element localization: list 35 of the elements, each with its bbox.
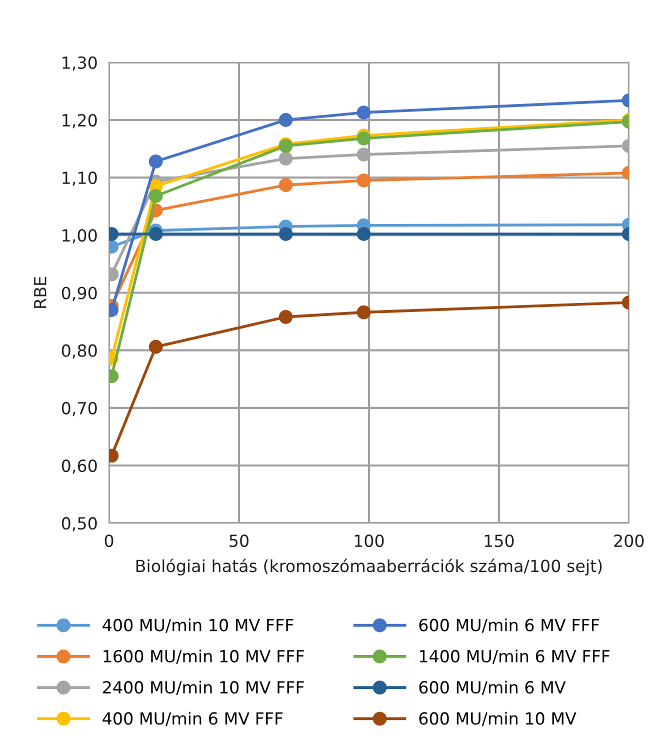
x-tick-label: 100 (354, 534, 384, 548)
point (278, 310, 293, 324)
legend-label: 1600 MU/min 10 MV FFF (104, 650, 304, 664)
legend-label: 400 MU/min 6 MV FFF (102, 712, 283, 726)
y-tick-label: 1,10 (62, 172, 97, 186)
x-axis-title: Biológiai hatás (kromoszómaaberrációk száma/100 sejt) (136, 558, 602, 576)
point (278, 113, 293, 127)
point (356, 305, 371, 320)
legend-label: 600 MU/min 6 MV (419, 680, 566, 695)
point (356, 227, 371, 241)
x-tick-label: 50 (230, 534, 248, 548)
point (356, 106, 371, 120)
point (356, 148, 371, 162)
y-tick-label: 1,00 (62, 229, 97, 244)
y-tick-label: 1,20 (62, 114, 97, 128)
x-tick-label: 150 (484, 534, 514, 548)
point (356, 131, 371, 146)
legend-label: 2400 MU/min 10 MV FFF (103, 680, 304, 695)
point (278, 152, 293, 166)
point (278, 227, 293, 241)
x-tick-label: 200 (614, 534, 644, 548)
y-tick-label: 0,50 (62, 517, 97, 532)
legend-label: 600 MU/min 10 MV (419, 712, 576, 726)
y-axis-title: RBE (34, 277, 46, 308)
legend-label: 600 MU/min 6 MV FFF (419, 618, 599, 633)
legend-label: 400 MU/min 10 MV FFF (102, 618, 294, 633)
y-tick-label: 0,60 (62, 459, 97, 474)
y-tick-label: 0,80 (62, 344, 97, 359)
y-tick-label: 0,90 (62, 286, 97, 302)
point (278, 178, 293, 192)
point (356, 174, 371, 188)
y-tick-label: 1,30 (62, 56, 97, 71)
x-tick-label: 0 (104, 534, 114, 548)
legend-label: 1400 MU/min 6 MV FFF (420, 650, 610, 664)
y-tick-label: 0,70 (62, 402, 97, 416)
